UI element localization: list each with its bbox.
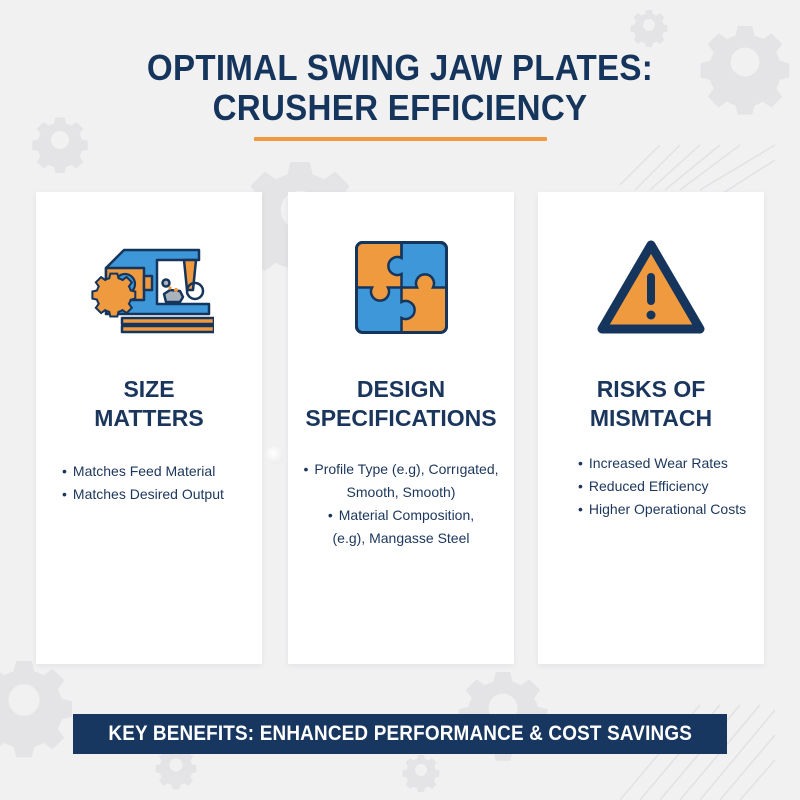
heading-line-1: DESIGN bbox=[356, 376, 446, 402]
key-benefits-banner: KEY BENEFITS: ENHANCED PERFORMANCE & COS… bbox=[73, 714, 727, 754]
decorative-dot bbox=[266, 446, 284, 464]
list-item: Matches Desired Output bbox=[36, 483, 262, 506]
card-risks-of-mismatch: RISKS OF MISMTACH Increased Wear Rates R… bbox=[538, 192, 764, 664]
card-heading: SIZE MATTERS bbox=[36, 375, 262, 433]
list-item: Increased Wear Rates bbox=[538, 452, 764, 475]
list-item: Higher Operational Costs bbox=[538, 498, 764, 521]
warning-icon bbox=[538, 232, 764, 342]
list-item-continuation: (e.g), Mangasse Steel bbox=[332, 530, 470, 546]
crusher-machine-icon bbox=[36, 232, 262, 342]
bullet-list: Matches Feed Material Matches Desired Ou… bbox=[36, 460, 262, 506]
puzzle-icon bbox=[288, 232, 514, 342]
list-item: Profile Type (e.g), Corrıgated, bbox=[288, 458, 514, 481]
list-item: Reduced Efficiency bbox=[538, 475, 764, 498]
title-underline bbox=[254, 137, 547, 141]
heading-line-2: MISMTACH bbox=[589, 405, 713, 431]
title-line-1: OPTIMAL SWING JAW PLATES: bbox=[146, 47, 654, 88]
card-heading: RISKS OF MISMTACH bbox=[538, 375, 764, 433]
list-item: Material Composition, bbox=[288, 504, 514, 527]
heading-line-1: RISKS OF bbox=[596, 376, 706, 402]
heading-line-1: SIZE bbox=[123, 376, 175, 402]
banner-text: KEY BENEFITS: ENHANCED PERFORMANCE & COS… bbox=[108, 722, 692, 745]
heading-line-2: MATTERS bbox=[94, 405, 204, 431]
title-line-2: CRUSHER EFFICIENCY bbox=[212, 87, 588, 128]
heading-line-2: SPECIFICATIONS bbox=[305, 405, 497, 431]
list-item: Matches Feed Material bbox=[36, 460, 262, 483]
page-title: OPTIMAL SWING JAW PLATES: CRUSHER EFFICI… bbox=[32, 48, 768, 128]
card-design-specifications: DESIGN SPECIFICATIONS Profile Type (e.g)… bbox=[288, 192, 514, 664]
bullet-list: Increased Wear Rates Reduced Efficiency … bbox=[538, 452, 764, 521]
card-heading: DESIGN SPECIFICATIONS bbox=[288, 375, 514, 433]
card-size-matters: SIZE MATTERS Matches Feed Material Match… bbox=[36, 192, 262, 664]
list-item-continuation: Smooth, Smooth) bbox=[346, 484, 456, 500]
bullet-list: Profile Type (e.g), Corrıgated, Smooth, … bbox=[288, 458, 514, 550]
